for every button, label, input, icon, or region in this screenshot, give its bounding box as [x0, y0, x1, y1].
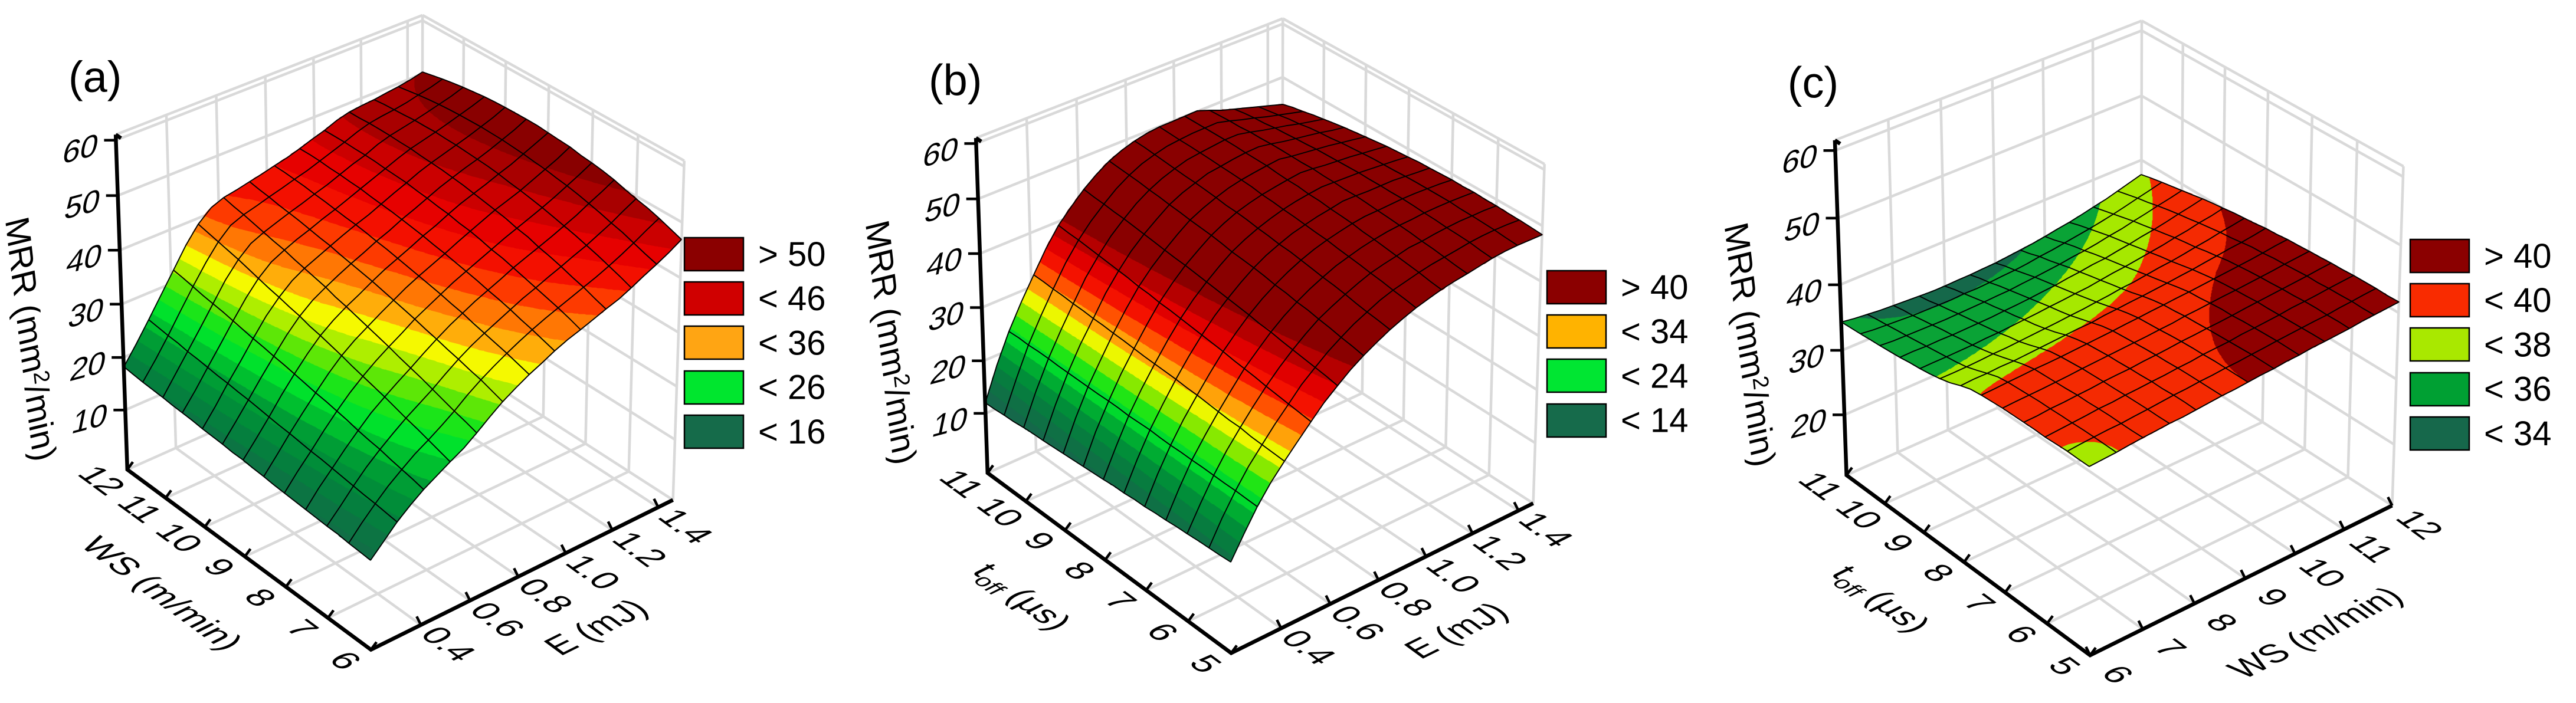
svg-text:< 38: < 38	[2484, 326, 2552, 364]
svg-text:< 24: < 24	[1621, 357, 1689, 395]
svg-text:< 26: < 26	[758, 369, 826, 407]
svg-text:> 40: > 40	[2484, 237, 2552, 275]
svg-text:< 34: < 34	[1621, 313, 1689, 351]
svg-text:> 50: > 50	[758, 235, 826, 274]
svg-text:< 40: < 40	[2484, 281, 2552, 320]
svg-text:< 34: < 34	[2484, 415, 2552, 453]
svg-text:(a): (a)	[68, 52, 122, 101]
svg-text:< 36: < 36	[758, 324, 826, 362]
svg-text:< 36: < 36	[2484, 370, 2552, 409]
svg-text:(b): (b)	[929, 56, 982, 105]
svg-text:< 14: < 14	[1621, 402, 1689, 440]
svg-text:< 46: < 46	[758, 280, 826, 318]
svg-text:> 40: > 40	[1621, 268, 1689, 307]
svg-text:< 16: < 16	[758, 413, 826, 451]
svg-text:(c): (c)	[1788, 58, 1838, 107]
